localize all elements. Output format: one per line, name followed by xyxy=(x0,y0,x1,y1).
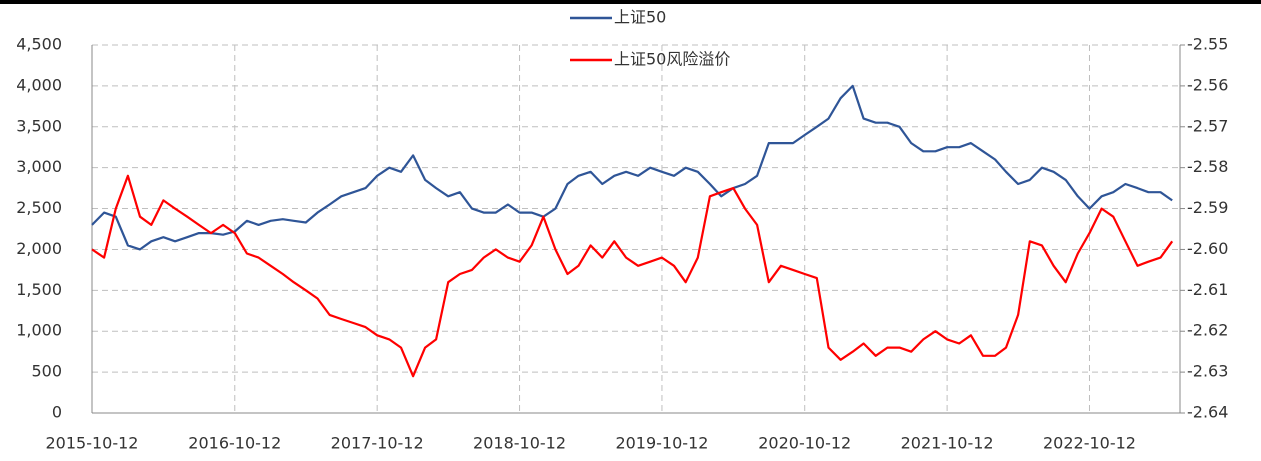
y2-tick-label: -2.61 xyxy=(1187,280,1228,299)
y-tick-label: 3,500 xyxy=(16,116,62,135)
y-tick-label: 2,500 xyxy=(16,198,62,217)
x-tick-label: 2016-10-12 xyxy=(188,434,281,453)
y2-tick-label: -2.58 xyxy=(1187,157,1228,176)
y-tick-label: 4,000 xyxy=(16,75,62,94)
y2-tick-label: -2.60 xyxy=(1187,239,1228,258)
y-tick-label: 4,500 xyxy=(16,35,62,54)
x-tick-label: 2022-10-12 xyxy=(1043,434,1136,453)
series-line xyxy=(91,84,1173,251)
y-tick-label: 1,500 xyxy=(16,280,62,299)
y2-tick-label: -2.57 xyxy=(1187,116,1228,135)
x-tick-label: 2018-10-12 xyxy=(473,434,566,453)
top-rule xyxy=(0,0,1261,4)
y2-tick-label: -2.55 xyxy=(1187,35,1228,54)
x-tick-label: 2021-10-12 xyxy=(901,434,994,453)
y-tick-label: 0 xyxy=(52,403,62,422)
y2-tick-label: -2.63 xyxy=(1187,362,1228,381)
y-tick-label: 1,000 xyxy=(16,321,62,340)
y2-tick-label: -2.62 xyxy=(1187,321,1228,340)
y2-tick-label: -2.59 xyxy=(1187,198,1228,217)
x-tick-label: 2020-10-12 xyxy=(758,434,851,453)
legend-label: 上证50 xyxy=(614,8,666,27)
legend-label: 上证50风险溢价 xyxy=(614,50,730,69)
x-tick-label: 2017-10-12 xyxy=(331,434,424,453)
series-line xyxy=(91,174,1174,378)
y-tick-label: 3,000 xyxy=(16,157,62,176)
x-tick-label: 2015-10-12 xyxy=(46,434,139,453)
y2-tick-label: -2.64 xyxy=(1187,403,1228,422)
y-tick-label: 2,000 xyxy=(16,239,62,258)
x-tick-label: 2019-10-12 xyxy=(615,434,708,453)
y-tick-label: 500 xyxy=(31,362,62,381)
y2-tick-label: -2.56 xyxy=(1187,75,1228,94)
